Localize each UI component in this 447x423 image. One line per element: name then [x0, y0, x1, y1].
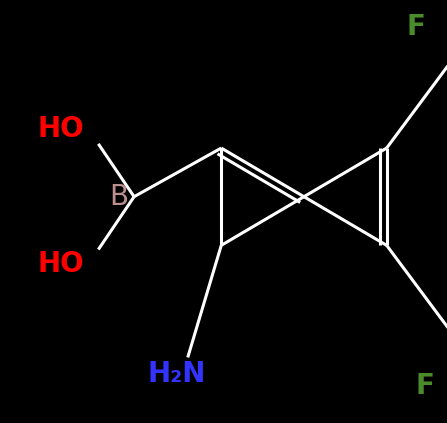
Text: B: B [109, 183, 128, 211]
Text: HO: HO [38, 250, 84, 278]
Text: HO: HO [38, 115, 84, 143]
Text: H₂N: H₂N [148, 360, 206, 388]
Text: F: F [415, 372, 434, 400]
Text: F: F [406, 14, 425, 41]
